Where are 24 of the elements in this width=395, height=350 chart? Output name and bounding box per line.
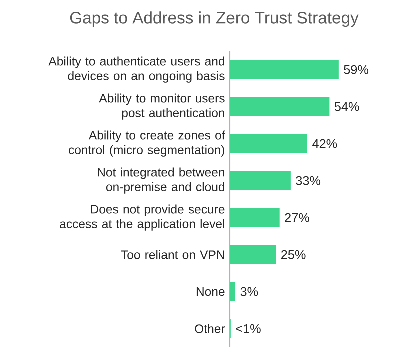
y-tick-label: Not integrated between on-premise and cloud (98, 168, 224, 194)
y-tick-label: Does not provide secure access at the application level (60, 204, 225, 231)
y-tick-label: Ability to monitor users post authentication (99, 94, 225, 120)
y-tick-label: Ability to authenticate users and devices on an ongoing basis (48, 56, 225, 83)
bar (230, 282, 236, 302)
bar (230, 60, 339, 80)
y-tick-label: Too reliant on VPN (121, 250, 224, 260)
y-tick-label: Other (195, 324, 226, 334)
bar (230, 171, 291, 190)
bar (230, 134, 308, 154)
y-tick-label: None (196, 288, 225, 296)
data-label: 25% (281, 250, 306, 260)
chart-title: Gaps to Address in Zero Trust Strategy (70, 12, 359, 28)
data-label: 33% (296, 176, 321, 186)
data-label: 3% (240, 287, 258, 296)
data-label: <1% (236, 324, 261, 334)
bar (230, 245, 276, 264)
data-label: 54% (334, 102, 360, 112)
data-label: 42% (312, 139, 338, 148)
data-label: 59% (344, 65, 369, 74)
bar (230, 97, 330, 116)
bar (230, 208, 280, 228)
data-label: 27% (285, 213, 310, 222)
y-tick-label: Ability to create zones of control (micro segmentation) (69, 130, 226, 157)
